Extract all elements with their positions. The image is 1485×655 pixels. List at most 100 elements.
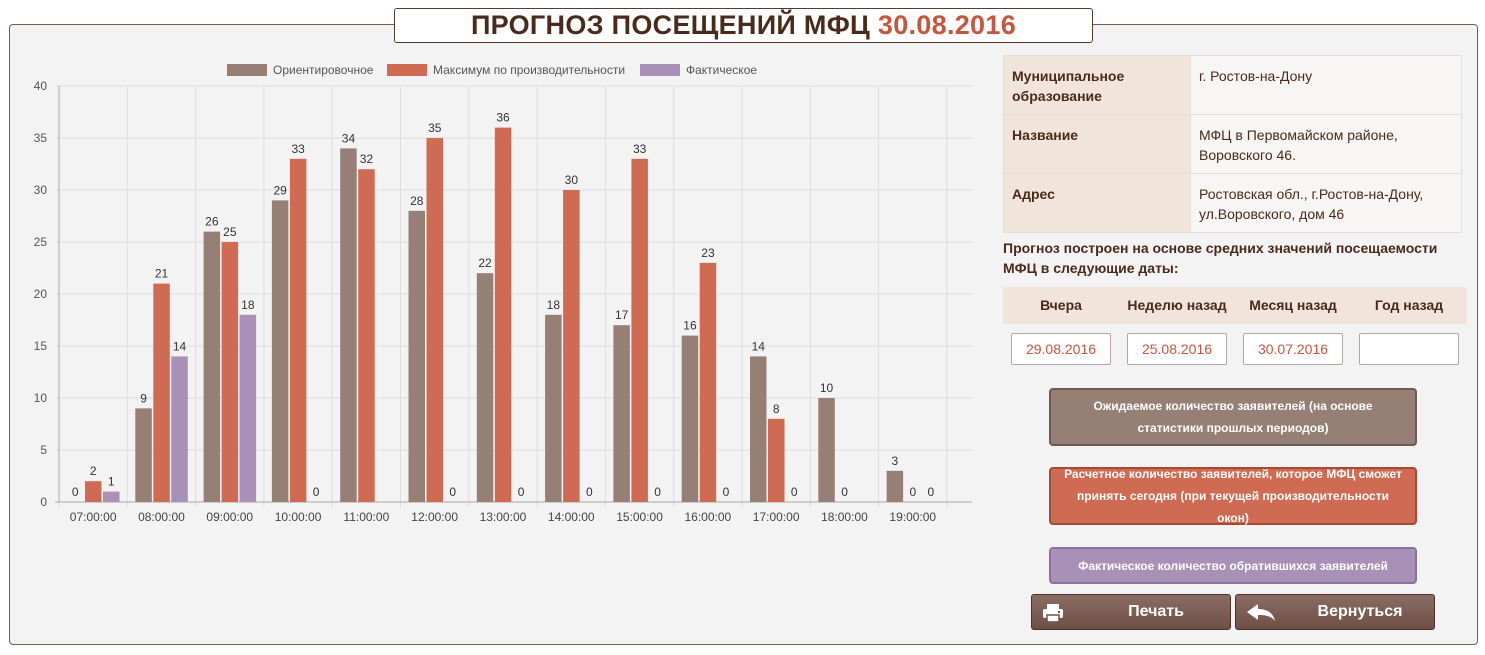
x-tick-label: 12:00:00 (411, 510, 458, 524)
bar (271, 200, 289, 502)
bar (699, 262, 717, 502)
bar-value-label: 0 (928, 485, 935, 499)
bar-value-label: 22 (478, 256, 492, 270)
page-title: ПРОГНОЗ ПОСЕЩЕНИЙ МФЦ 30.08.2016 (394, 8, 1093, 43)
bar-value-label: 35 (428, 121, 442, 135)
bar (221, 242, 239, 502)
bar (681, 335, 699, 502)
bar-value-label: 26 (205, 215, 219, 229)
info-value: МФЦ в Первомайском районе, Воровского 46… (1190, 114, 1462, 174)
info-key: Муниципальное образование (1003, 55, 1191, 115)
x-tick-label: 09:00:00 (206, 510, 253, 524)
legend-swatch (227, 64, 267, 76)
bar-value-label: 0 (449, 485, 456, 499)
forecast-note: Прогноз построен на основе средних значе… (1003, 240, 1438, 276)
x-tick-label: 14:00:00 (548, 510, 595, 524)
bar-value-label: 8 (773, 402, 780, 416)
bar (613, 325, 630, 502)
bar-value-label: 25 (223, 225, 237, 239)
x-tick-label: 11:00:00 (343, 510, 389, 524)
x-tick-label: 18:00:00 (821, 510, 868, 524)
bar-value-label: 0 (723, 485, 730, 499)
y-tick-label: 5 (40, 443, 47, 457)
bar-value-label: 1 (108, 475, 115, 489)
back-arrow-icon (1246, 602, 1276, 636)
info-key: Адрес (1003, 173, 1191, 233)
y-tick-label: 30 (34, 183, 48, 197)
legend-label: Фактическое (686, 63, 757, 77)
bar-value-label: 0 (791, 485, 798, 499)
approx-legend-button[interactable]: Ожидаемое количество заявителей (на осно… (1049, 388, 1417, 446)
bar-value-label: 21 (155, 267, 169, 281)
bar-value-label: 2 (90, 464, 97, 478)
bar-value-label: 0 (654, 485, 661, 499)
legend-swatch (387, 64, 427, 76)
x-tick-label: 15:00:00 (616, 510, 663, 524)
y-tick-label: 35 (34, 131, 48, 145)
printer-icon (1042, 602, 1064, 636)
bar-value-label: 3 (892, 454, 899, 468)
bar-value-label: 0 (841, 485, 848, 499)
bar-value-label: 17 (615, 308, 629, 322)
bar-value-label: 0 (313, 485, 320, 499)
visits-chart: 051015202530354002107:00:009211408:00:00… (34, 63, 972, 524)
info-value: г. Ростов-на-Дону (1190, 55, 1462, 115)
bar-value-label: 33 (291, 142, 305, 156)
info-value: Ростовская обл., г.Ростов-на-Дону, ул.Во… (1190, 173, 1462, 233)
bar (408, 210, 425, 503)
bar (631, 158, 648, 503)
x-tick-label: 13:00:00 (480, 510, 527, 524)
date-field-month[interactable]: 30.07.2016 (1243, 333, 1343, 365)
bar-value-label: 14 (752, 339, 766, 353)
bar (203, 231, 221, 502)
dates-header-yesterday: Вчера (1040, 297, 1082, 313)
bar-value-label: 18 (241, 298, 255, 312)
bar-value-label: 10 (820, 381, 834, 395)
x-tick-label: 08:00:00 (138, 510, 185, 524)
title-text: ПРОГНОЗ ПОСЕЩЕНИЙ МФЦ (470, 10, 871, 40)
bar (494, 127, 512, 502)
date-field-week[interactable]: 25.08.2016 (1127, 333, 1227, 365)
bar (239, 314, 257, 502)
x-tick-label: 17:00:00 (753, 510, 800, 524)
info-row-address: Адрес Ростовская обл., г.Ростов-на-Дону,… (1003, 173, 1462, 233)
bar-value-label: 16 (683, 319, 697, 333)
date-field-year[interactable] (1359, 333, 1459, 365)
bar (750, 356, 767, 502)
info-row-municipality: Муниципальное образование г. Ростов-на-Д… (1003, 55, 1462, 115)
bar (563, 190, 580, 502)
bar (768, 418, 785, 502)
bar-value-label: 33 (633, 142, 647, 156)
y-tick-label: 0 (40, 495, 47, 509)
bar-value-label: 18 (547, 298, 561, 312)
x-tick-label: 07:00:00 (70, 510, 117, 524)
bar (103, 491, 120, 502)
date-field-yesterday[interactable]: 29.08.2016 (1011, 333, 1111, 365)
dates-header-month: Месяц назад (1249, 297, 1337, 313)
mfc-info-table: Муниципальное образование г. Ростов-на-Д… (1003, 55, 1462, 233)
y-tick-label: 40 (34, 79, 48, 93)
x-tick-label: 19:00:00 (889, 510, 936, 524)
bar (886, 470, 904, 502)
print-button[interactable]: Печать (1031, 594, 1231, 630)
bar-value-label: 29 (273, 183, 287, 197)
dates-header-week: Неделю назад (1127, 297, 1227, 313)
actual-legend-button[interactable]: Фактическое количество обратившихся заяв… (1049, 547, 1417, 584)
back-button[interactable]: Вернуться (1235, 594, 1435, 630)
bar-value-label: 30 (565, 173, 579, 187)
bar-value-label: 0 (72, 485, 79, 499)
max-legend-button[interactable]: Расчетное количество заявителей, которое… (1049, 467, 1417, 525)
back-label: Вернуться (1317, 603, 1403, 620)
dates-header-year: Год назад (1374, 297, 1444, 313)
y-tick-label: 25 (34, 235, 48, 249)
legend-swatch (640, 64, 680, 76)
title-date: 30.08.2016 (877, 10, 1017, 40)
x-tick-label: 10:00:00 (275, 510, 322, 524)
bar (545, 314, 562, 502)
approx-legend-label: Ожидаемое количество заявителей (на осно… (1093, 399, 1373, 435)
x-tick-label: 16:00:00 (684, 510, 731, 524)
legend-label: Максимум по производительности (433, 63, 625, 77)
bar-value-label: 23 (701, 246, 715, 260)
bar (340, 148, 357, 502)
actual-legend-label: Фактическое количество обратившихся заяв… (1078, 558, 1388, 573)
